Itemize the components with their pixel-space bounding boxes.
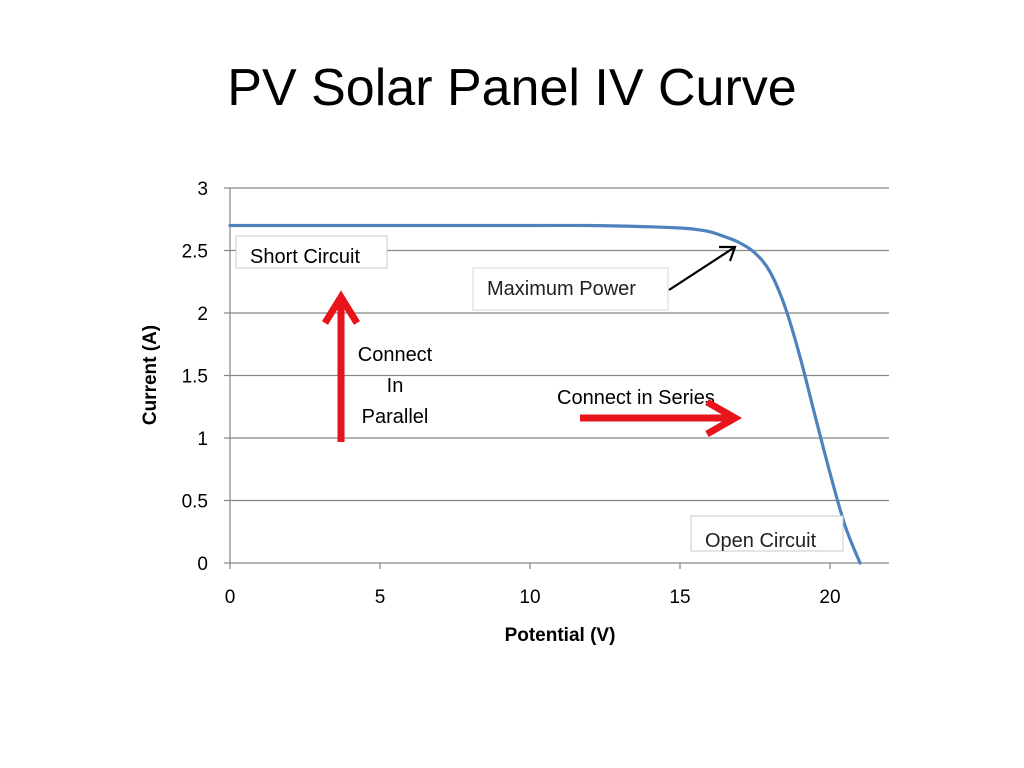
x-tick-label: 10 [519, 587, 540, 608]
y-tick-label: 0 [197, 554, 208, 575]
short-circuit-label: Short Circuit [250, 246, 360, 268]
connect-series-label: Connect in Series [557, 387, 715, 409]
y-tick-label: 0.5 [182, 492, 208, 513]
y-ticks: 0 0.5 1 1.5 2 2.5 3 [182, 179, 230, 575]
y-axis-title: Current (A) [140, 325, 161, 425]
connect-parallel-line-3: Parallel [362, 406, 429, 428]
open-circuit-label: Open Circuit [705, 530, 817, 552]
y-tick-label: 1.5 [182, 367, 208, 388]
x-tick-label: 0 [225, 587, 236, 608]
y-tick-label: 3 [197, 179, 208, 200]
maximum-power-arrow [668, 245, 737, 291]
x-ticks: 0 5 10 15 20 [225, 563, 841, 608]
gridlines [230, 187, 889, 502]
maximum-power-callout: Maximum Power [472, 267, 669, 311]
series-arrow [580, 398, 743, 438]
parallel-arrow [322, 290, 360, 442]
x-tick-label: 15 [669, 587, 690, 608]
y-tick-label: 1 [197, 429, 208, 450]
short-circuit-callout: Short Circuit [235, 235, 388, 269]
y-tick-label: 2 [197, 304, 208, 325]
open-circuit-callout: Open Circuit [690, 515, 844, 552]
slide-title: PV Solar Panel IV Curve [227, 59, 797, 117]
x-tick-label: 5 [375, 587, 386, 608]
y-tick-label: 2.5 [182, 242, 208, 263]
x-axis-title: Potential (V) [505, 625, 616, 646]
iv-curve-line [228, 223, 862, 565]
x-tick-label: 20 [819, 587, 840, 608]
connect-parallel-line-1: Connect [358, 344, 433, 366]
connect-parallel-line-2: In [387, 375, 404, 397]
maximum-power-label: Maximum Power [487, 278, 636, 300]
